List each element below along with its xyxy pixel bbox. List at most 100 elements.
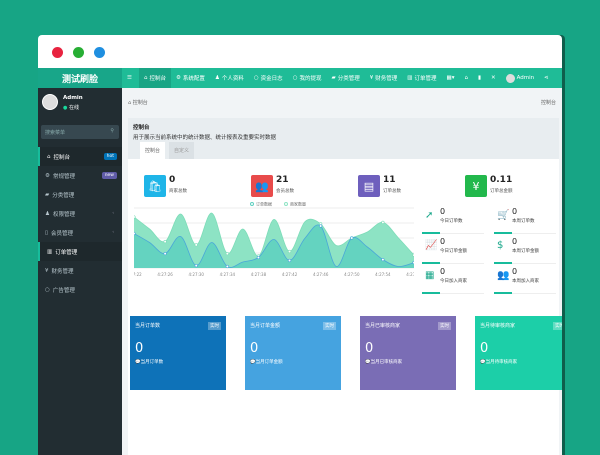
stat-label: 会员总数	[276, 189, 294, 194]
nav-label: 订单管理	[414, 76, 437, 82]
legend-marker[interactable]	[250, 202, 254, 206]
x-tick-label: 4:27:58	[406, 272, 414, 277]
series-line	[134, 224, 414, 268]
mini-label: 本周订单数	[512, 219, 535, 224]
app-logo[interactable]: 测试刷脸	[38, 68, 122, 88]
sidebar-item-label: 会员管理	[51, 230, 74, 237]
legend-label[interactable]: 订单数据	[256, 201, 272, 207]
home-icon[interactable]: ⌂	[464, 75, 468, 81]
search-icon[interactable]: ⚲	[110, 128, 114, 134]
divider	[494, 262, 512, 264]
sidebar-item-6[interactable]: ¥ 财务管理	[38, 261, 122, 280]
x-tick-label: 4:27:30	[189, 272, 205, 277]
panel-description: 用于展示当前系统中的统计数据、统计报表及重要实时数据	[133, 135, 277, 141]
sidebar-item-5[interactable]: ▥ 订单管理	[38, 242, 122, 261]
data-point[interactable]	[194, 243, 198, 247]
sidebar-item-label: 广告管理	[52, 287, 75, 294]
nav-label: 系统配置	[182, 76, 205, 82]
nav-item-5[interactable]: ○ 我的提现	[288, 68, 327, 88]
user-name: Admin	[516, 75, 535, 81]
data-point[interactable]	[134, 231, 136, 236]
data-point[interactable]	[225, 264, 229, 269]
sidebar: Admin ● 在线 搜索菜单 ⚲ ⌂ 控制台 hot ⚙ 常规管理 new ▰ 分类管理 ♟ 权限…	[38, 88, 122, 455]
legend-marker[interactable]	[284, 202, 288, 206]
user-menu[interactable]: Admin	[501, 68, 540, 88]
data-point[interactable]	[381, 220, 385, 225]
share-icon[interactable]: ⋖	[544, 75, 549, 81]
data-point[interactable]	[163, 251, 167, 256]
area-chart: 4:27:22 4:27:26 4:27:30 4:27:34 4:27:38 4:27:…	[134, 201, 414, 277]
data-point[interactable]	[256, 255, 261, 260]
tab-dashboard[interactable]: 控制台	[140, 142, 166, 159]
calendar-icon: ▦	[425, 270, 435, 281]
close-dot[interactable]	[52, 47, 63, 58]
data-point[interactable]	[350, 236, 354, 240]
menu-search-input[interactable]: 搜索菜单 ⚲	[41, 125, 119, 139]
nav-label: 控制台	[149, 76, 166, 82]
minimize-dot[interactable]	[73, 47, 84, 58]
divider	[422, 262, 440, 264]
breadcrumb-right: 控制台	[540, 100, 556, 106]
grid-menu-icon[interactable]: ▦▾	[446, 75, 455, 81]
dollar-icon: $	[497, 240, 504, 251]
panel-header: 控制台 用于展示当前系统中的统计数据、统计报表及重要实时数据 控制台 自定义	[128, 118, 559, 159]
data-point[interactable]	[412, 253, 414, 257]
sidebar-item-label: 控制台	[53, 154, 71, 161]
data-point[interactable]	[194, 263, 198, 268]
data-point[interactable]	[412, 261, 414, 265]
legend-label[interactable]: 商家数量	[290, 201, 306, 207]
stat-label: 商家总数	[169, 189, 187, 194]
x-tick-label: 4:27:54	[375, 272, 391, 277]
sidebar-item-7[interactable]: ○ 广告管理	[38, 280, 122, 299]
sidebar-item-1[interactable]: ⚙ 常规管理 new	[38, 166, 122, 185]
trash-icon[interactable]: ▮	[477, 75, 481, 81]
x-tick-label: 4:27:50	[344, 272, 360, 277]
chevron-left-icon: ‹	[112, 230, 114, 235]
breadcrumb-link[interactable]: 控制台	[132, 100, 148, 106]
stat-label: 订单总数	[383, 189, 401, 194]
nav-item-7[interactable]: ¥ 财务管理	[365, 68, 403, 88]
nav-item-0[interactable]: ☰	[122, 68, 139, 88]
data-point[interactable]	[287, 249, 292, 254]
nav-item-3[interactable]: ♟ 个人资料	[210, 68, 249, 88]
sidebar-item-label: 权限管理	[52, 211, 75, 218]
nav-item-1[interactable]: ⌂ 控制台	[138, 68, 171, 88]
nav-label: 个人资料	[221, 76, 244, 82]
data-point[interactable]	[134, 215, 136, 219]
home-icon: ⌂	[143, 75, 148, 81]
cogs-icon: ⚙	[45, 172, 50, 179]
sidebar-item-3[interactable]: ♟ 权限管理 ‹	[38, 204, 122, 223]
maximize-dot[interactable]	[94, 47, 105, 58]
mini-value: 0	[512, 207, 518, 216]
nav-item-8[interactable]: ▥ 订单管理	[402, 68, 441, 88]
nav-item-6[interactable]: ▰ 分类管理	[327, 68, 365, 88]
sidebar-item-2[interactable]: ▰ 分类管理	[38, 185, 122, 204]
stat-label: 订单总金额	[490, 189, 513, 194]
tab-custom[interactable]: 自定义	[169, 142, 195, 159]
sidebar-item-label: 财务管理	[51, 268, 74, 275]
nav-item-2[interactable]: ⚙ 系统配置	[171, 68, 210, 88]
data-point[interactable]	[163, 239, 167, 244]
data-point[interactable]	[287, 258, 292, 263]
nav-item-4[interactable]: ○ 资金日志	[249, 68, 288, 88]
fullscreen-icon[interactable]: ✕	[491, 75, 496, 81]
comment-icon: 💬	[480, 360, 486, 365]
users-icon: 👥	[251, 175, 273, 197]
mini-stat: ➚ 0 今日订单数	[422, 206, 484, 234]
comment-icon: 💬	[250, 360, 256, 365]
data-point[interactable]	[319, 224, 323, 228]
data-point[interactable]	[381, 257, 385, 262]
sidebar-item-0[interactable]: ⌂ 控制台 hot	[38, 147, 122, 166]
sidebar-item-label: 分类管理	[52, 192, 75, 199]
stat-card: ▤ 11 订单总数	[358, 175, 434, 205]
card-value: 0	[480, 341, 489, 356]
series-line	[134, 212, 414, 257]
sidebar-item-4[interactable]: ▯ 会员管理 ‹	[38, 223, 122, 242]
chevron-left-icon: ‹	[112, 211, 114, 216]
data-point[interactable]	[225, 251, 229, 256]
sidebar-item-label: 常规管理	[52, 173, 75, 180]
gear-icon: ⚙	[175, 75, 181, 81]
card-badge: 实时	[323, 322, 336, 330]
cart-icon: 🛒	[497, 210, 510, 221]
card-badge: 实时	[553, 322, 562, 330]
